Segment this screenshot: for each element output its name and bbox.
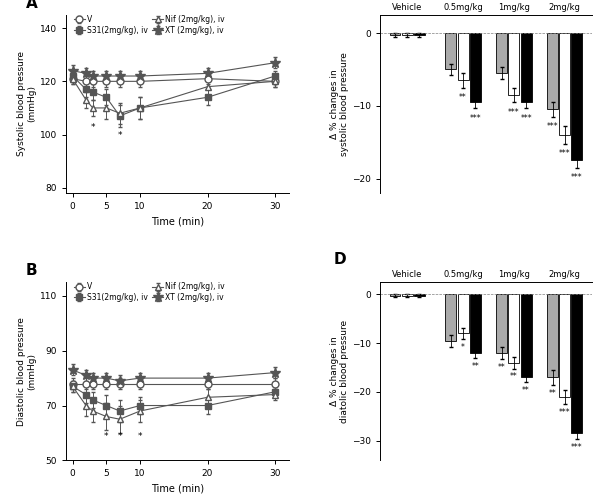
- Text: ***: ***: [571, 173, 582, 183]
- Y-axis label: Diastolic blood pressure
(mmHg): Diastolic blood pressure (mmHg): [17, 317, 36, 426]
- Text: ***: ***: [559, 408, 570, 417]
- Bar: [521, 33, 532, 102]
- Text: ***: ***: [559, 149, 570, 158]
- Text: **: **: [522, 386, 530, 395]
- Text: *: *: [90, 123, 95, 132]
- Text: B: B: [26, 263, 37, 278]
- Text: ***: ***: [547, 122, 559, 132]
- Bar: [446, 295, 456, 341]
- Bar: [457, 33, 469, 80]
- Bar: [402, 295, 413, 296]
- Text: A: A: [26, 0, 38, 11]
- Bar: [470, 295, 481, 353]
- Bar: [470, 33, 481, 102]
- Text: *: *: [118, 432, 122, 441]
- Text: ***: ***: [469, 114, 481, 123]
- Legend: V, S31(2mg/kg), iv, Nif (2mg/kg), iv, XT (2mg/kg), iv: V, S31(2mg/kg), iv, Nif (2mg/kg), iv, XT…: [74, 15, 225, 35]
- Text: **: **: [498, 363, 505, 372]
- Bar: [559, 33, 570, 135]
- Bar: [402, 33, 413, 35]
- Bar: [547, 295, 558, 377]
- Text: *: *: [104, 432, 108, 441]
- Text: **: **: [510, 372, 518, 382]
- Bar: [547, 33, 558, 109]
- Bar: [389, 33, 401, 35]
- Text: **: **: [548, 389, 556, 397]
- Bar: [572, 33, 582, 160]
- Legend: V, S31(2mg/kg), iv, Nif (2mg/kg), iv, XT (2mg/kg), iv: V, S31(2mg/kg), iv, Nif (2mg/kg), iv, XT…: [74, 283, 225, 302]
- X-axis label: Time (min): Time (min): [151, 217, 204, 227]
- Bar: [572, 295, 582, 434]
- Bar: [508, 295, 520, 363]
- Y-axis label: Δ % changes in
systolic blood pressure: Δ % changes in systolic blood pressure: [329, 52, 349, 156]
- X-axis label: Time (min): Time (min): [151, 484, 204, 494]
- Text: D: D: [333, 252, 346, 267]
- Bar: [496, 295, 507, 353]
- Bar: [414, 33, 425, 35]
- Bar: [496, 33, 507, 73]
- Bar: [508, 33, 520, 95]
- Y-axis label: Δ % changes in
diatolic blood pressure: Δ % changes in diatolic blood pressure: [329, 320, 349, 423]
- Text: ***: ***: [508, 108, 520, 117]
- Bar: [559, 295, 570, 397]
- Bar: [389, 295, 401, 296]
- Bar: [457, 295, 469, 334]
- Text: ***: ***: [520, 114, 532, 123]
- Bar: [446, 33, 456, 69]
- Text: *: *: [138, 432, 142, 441]
- Bar: [414, 295, 425, 296]
- Text: *: *: [118, 131, 122, 140]
- Text: **: **: [459, 94, 467, 102]
- Y-axis label: Systolic blood pressure
(mmHg): Systolic blood pressure (mmHg): [17, 51, 36, 156]
- Text: *: *: [461, 343, 465, 352]
- Bar: [521, 295, 532, 377]
- Text: **: **: [471, 362, 479, 371]
- Text: ***: ***: [571, 443, 582, 452]
